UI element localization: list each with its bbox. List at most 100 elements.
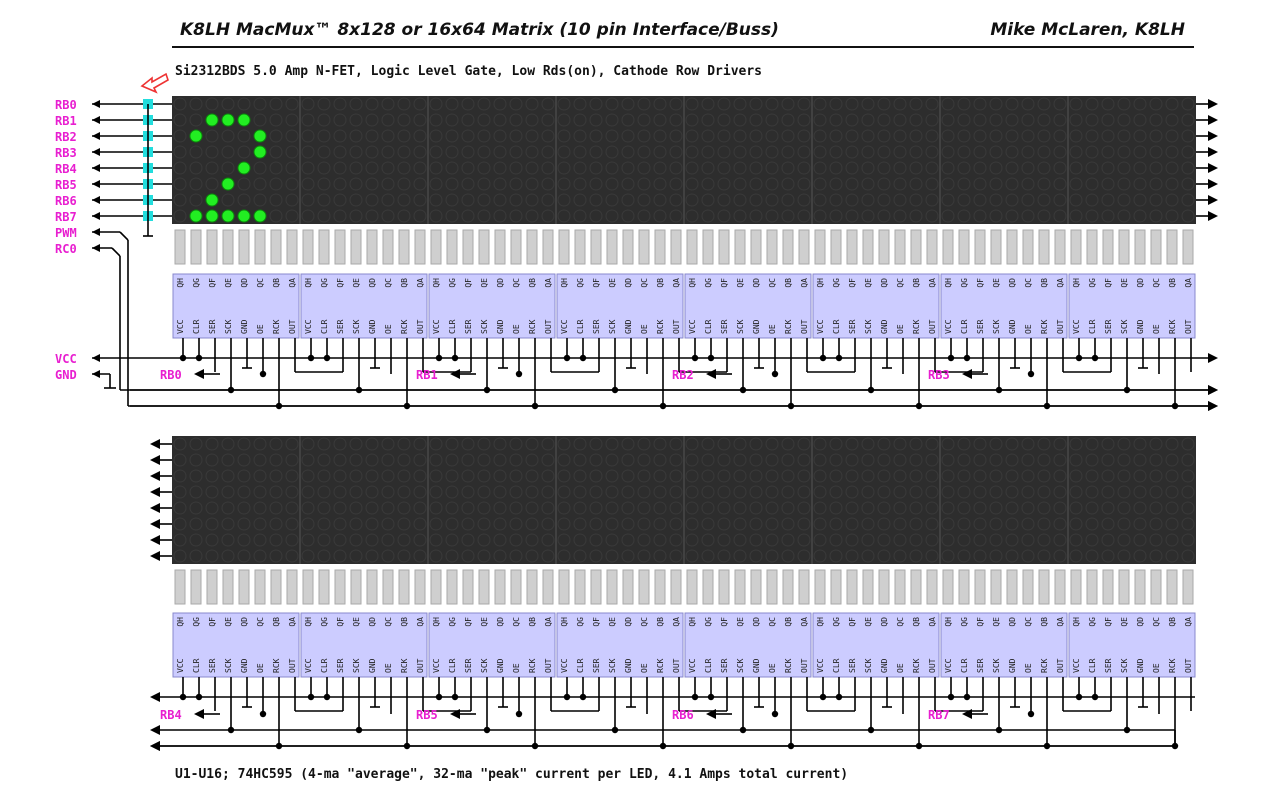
led-off bbox=[733, 469, 747, 483]
resistor bbox=[526, 569, 538, 605]
resistor bbox=[430, 569, 442, 605]
led-off bbox=[717, 129, 731, 143]
chip-pin-label: QE bbox=[608, 278, 617, 288]
led-off bbox=[941, 97, 955, 111]
led-off bbox=[589, 533, 603, 547]
led-off bbox=[877, 161, 891, 175]
chip-pin-label: SER bbox=[464, 319, 473, 334]
led-off bbox=[1165, 469, 1179, 483]
resistor bbox=[350, 569, 362, 605]
led-off bbox=[1165, 549, 1179, 563]
led-off bbox=[717, 145, 731, 159]
led-off bbox=[173, 113, 187, 127]
led-off bbox=[381, 533, 395, 547]
led-off bbox=[749, 161, 763, 175]
chip-pin-label: RCK bbox=[784, 319, 793, 334]
led-off bbox=[653, 129, 667, 143]
chip-pin-label: VCC bbox=[944, 319, 953, 334]
led-off bbox=[557, 145, 571, 159]
led-off bbox=[989, 453, 1003, 467]
led-off bbox=[829, 485, 843, 499]
led-off bbox=[221, 97, 235, 111]
chip-pin-label: CLR bbox=[704, 658, 713, 673]
resistor bbox=[430, 229, 442, 265]
led-off bbox=[1021, 501, 1035, 515]
resistor bbox=[206, 569, 218, 605]
led-off bbox=[1053, 437, 1067, 451]
led-off bbox=[413, 517, 427, 531]
chip-pin-label: SER bbox=[976, 658, 985, 673]
led-off bbox=[349, 97, 363, 111]
led-off bbox=[445, 145, 459, 159]
led-off bbox=[1117, 129, 1131, 143]
led-off bbox=[477, 453, 491, 467]
led-lit bbox=[205, 193, 219, 207]
arrow-right-icon bbox=[1208, 115, 1218, 125]
led-off bbox=[1165, 177, 1179, 191]
chip-pin-label: QB bbox=[528, 278, 537, 288]
led-off bbox=[781, 437, 795, 451]
led-off bbox=[525, 469, 539, 483]
led-off bbox=[477, 501, 491, 515]
arrow-right-icon bbox=[1208, 353, 1218, 363]
led-off bbox=[477, 533, 491, 547]
chip-pin-label: OUT bbox=[288, 319, 297, 334]
led-off bbox=[877, 113, 891, 127]
arrow-left-icon bbox=[150, 519, 160, 529]
led-off bbox=[1149, 517, 1163, 531]
diagram-title: K8LH MacMux™ 8x128 or 16x64 Matrix (10 p… bbox=[180, 20, 779, 40]
led-off bbox=[237, 517, 251, 531]
led-off bbox=[1181, 161, 1195, 175]
led-off bbox=[813, 209, 827, 223]
led-off bbox=[637, 97, 651, 111]
title-rule bbox=[172, 46, 1194, 48]
led-off bbox=[829, 177, 843, 191]
led-off bbox=[493, 549, 507, 563]
led-off bbox=[173, 533, 187, 547]
chip-pin-label: QF bbox=[720, 278, 729, 288]
led-off bbox=[397, 501, 411, 515]
led-off bbox=[173, 161, 187, 175]
led-off bbox=[1117, 113, 1131, 127]
led-off bbox=[829, 517, 843, 531]
led-off bbox=[189, 193, 203, 207]
chip-pin-label: GND bbox=[880, 658, 889, 673]
junction-dot bbox=[1027, 370, 1035, 378]
shift-register-chip bbox=[940, 273, 1068, 339]
led-off bbox=[365, 161, 379, 175]
led-off bbox=[317, 485, 331, 499]
chip-pin-label: CLR bbox=[448, 658, 457, 673]
chip-pin-label: QE bbox=[224, 278, 233, 288]
led-off bbox=[957, 177, 971, 191]
chip-pin-label: QD bbox=[880, 278, 889, 288]
resistor bbox=[1134, 569, 1146, 605]
led-off bbox=[525, 209, 539, 223]
led-off bbox=[557, 129, 571, 143]
resistor bbox=[718, 569, 730, 605]
led-off bbox=[461, 145, 475, 159]
led-off bbox=[349, 129, 363, 143]
led-off bbox=[1117, 485, 1131, 499]
led-off bbox=[413, 501, 427, 515]
led-off bbox=[893, 501, 907, 515]
led-off bbox=[1053, 129, 1067, 143]
led-off bbox=[1149, 161, 1163, 175]
led-off bbox=[637, 129, 651, 143]
arrow-left-icon bbox=[92, 148, 100, 156]
led-off bbox=[797, 209, 811, 223]
led-off bbox=[909, 533, 923, 547]
led-off bbox=[941, 145, 955, 159]
led-off bbox=[413, 129, 427, 143]
led-off bbox=[925, 517, 939, 531]
chip-pin-label: QC bbox=[1152, 278, 1161, 288]
led-off bbox=[429, 129, 443, 143]
led-off bbox=[317, 209, 331, 223]
led-off bbox=[445, 517, 459, 531]
led-off bbox=[973, 501, 987, 515]
led-off bbox=[573, 517, 587, 531]
resistor bbox=[1038, 569, 1050, 605]
led-off bbox=[541, 97, 555, 111]
led-off bbox=[413, 453, 427, 467]
led-off bbox=[605, 129, 619, 143]
led-off bbox=[317, 533, 331, 547]
